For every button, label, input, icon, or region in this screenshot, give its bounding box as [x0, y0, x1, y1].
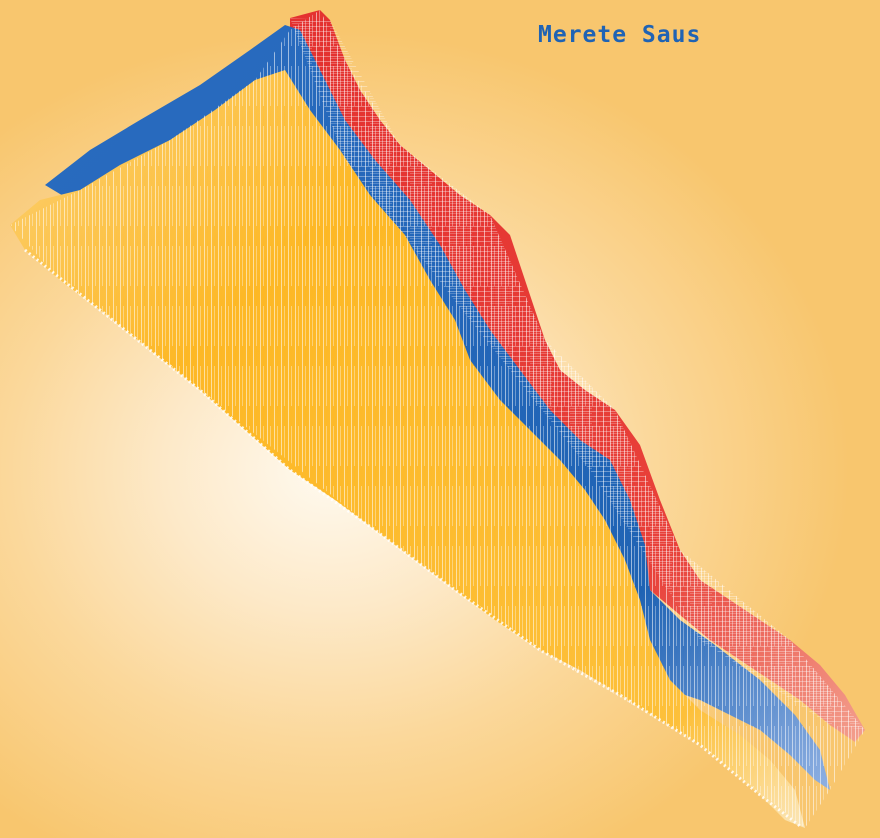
streak-texture-horizontal: [290, 18, 865, 730]
streak-texture: [10, 10, 865, 828]
artist-name: Merete Saus: [538, 22, 702, 48]
lower-edge-highlight: [24, 248, 801, 828]
